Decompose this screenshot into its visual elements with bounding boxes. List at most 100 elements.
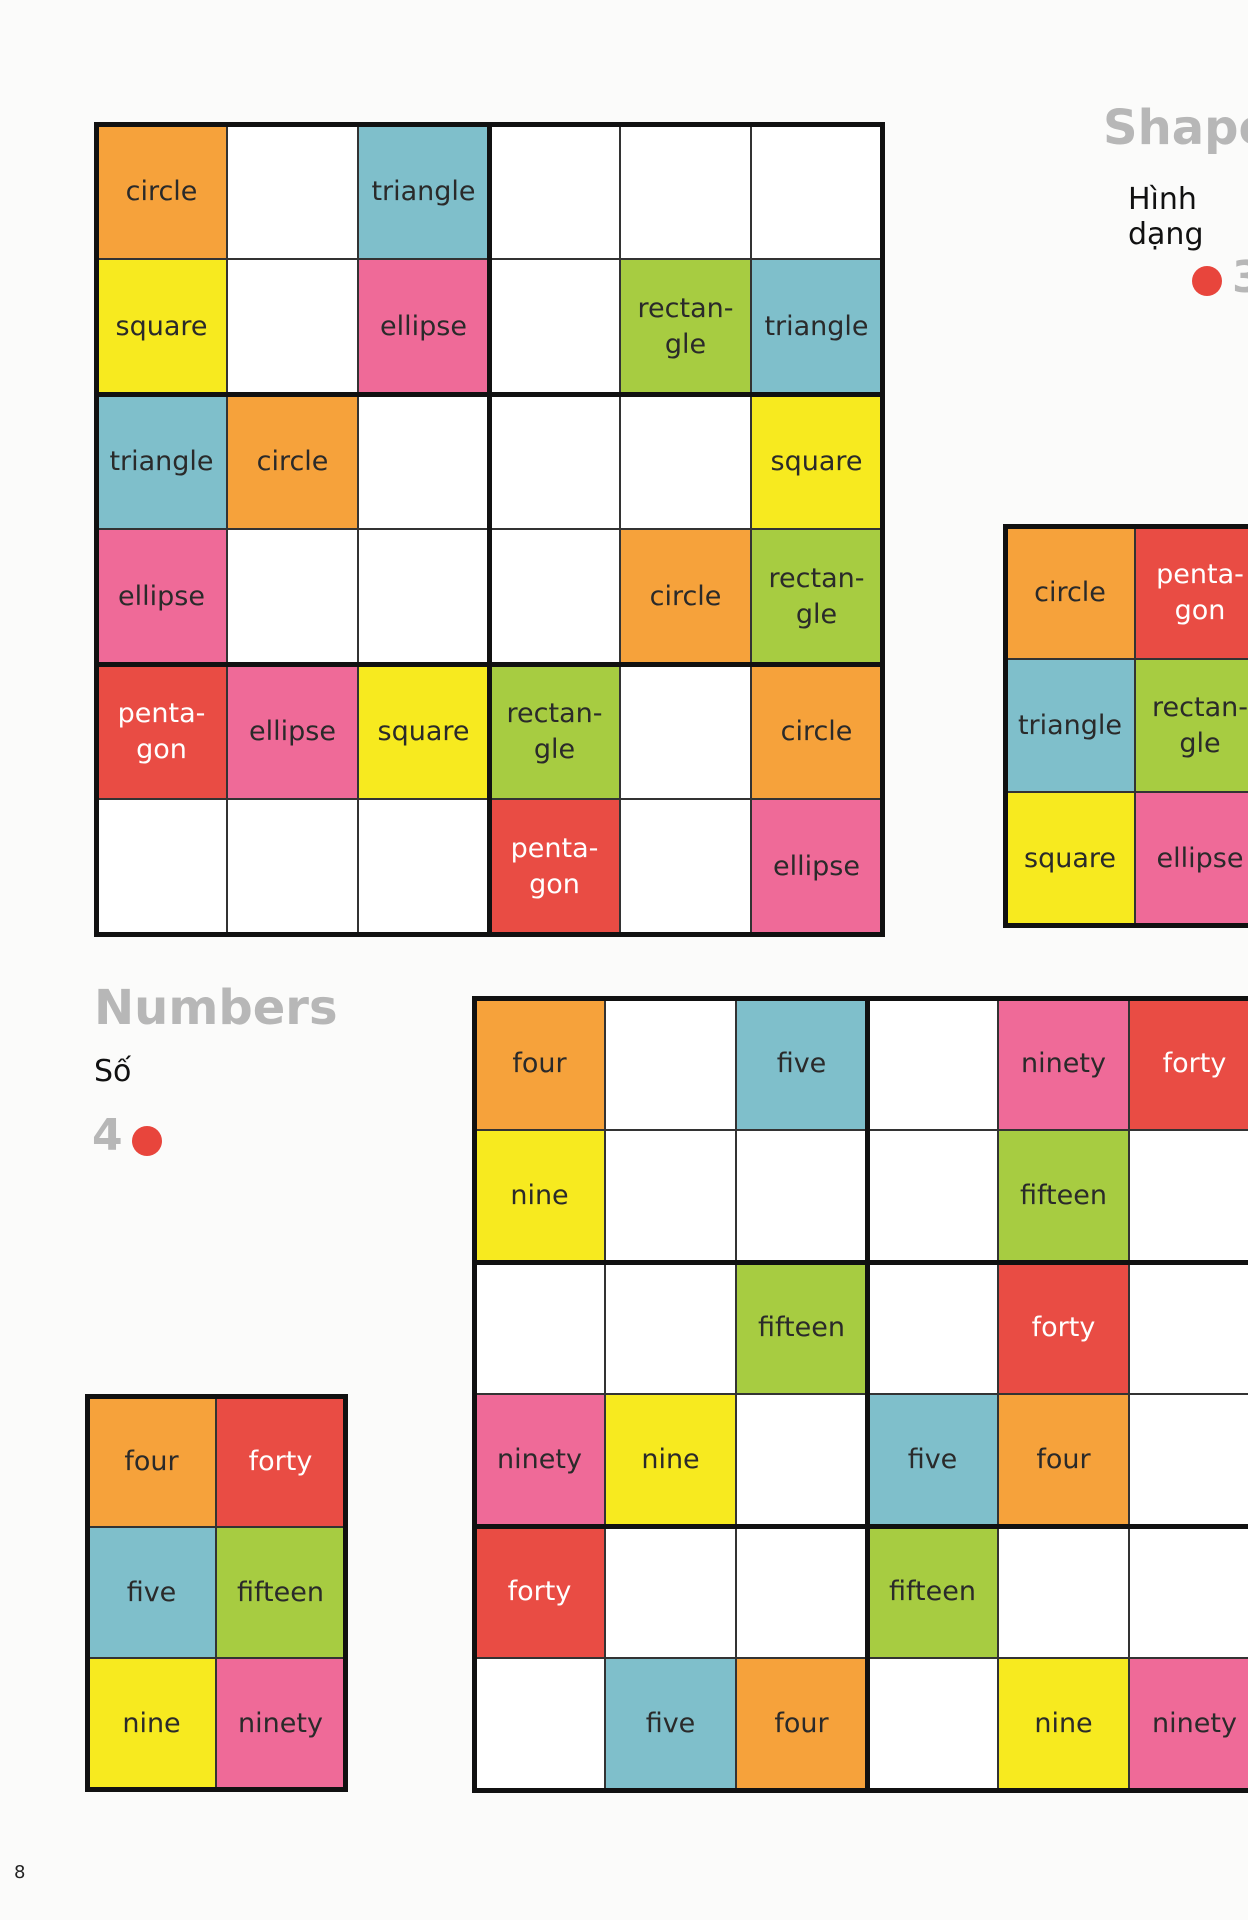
grid-cell: circle [96, 124, 227, 259]
grid-cell: rectan- gle [1135, 659, 1248, 792]
grid-cell: square [358, 664, 489, 799]
grid-cell: four [87, 1396, 216, 1527]
grid-cell: circle [620, 529, 751, 664]
grid-cell: circle [1005, 526, 1135, 659]
grid-cell [605, 1262, 736, 1394]
grid-cell: nine [474, 1130, 605, 1262]
grid-cell [1129, 1394, 1248, 1526]
grid-cell [96, 799, 227, 934]
grid-cell [474, 1658, 605, 1790]
level-dot [1192, 266, 1222, 296]
grid-cell: forty [216, 1396, 345, 1527]
grid-cell: five [736, 998, 867, 1130]
grid-cell [751, 124, 882, 259]
grid-cell: penta- gon [96, 664, 227, 799]
section-subtitle: Hình dạng [1128, 182, 1204, 252]
grid-cell [867, 1262, 998, 1394]
block-line [1002, 922, 1248, 928]
grid-cell: triangle [96, 394, 227, 529]
grid-cell [867, 998, 998, 1130]
block-line [84, 1786, 348, 1792]
block-line [471, 995, 477, 1793]
grid-cell [620, 664, 751, 799]
grid-cell [867, 1130, 998, 1262]
grid-cell [227, 799, 358, 934]
grid-cell [620, 124, 751, 259]
grid-cell [1129, 1262, 1248, 1394]
grid-cell [867, 1658, 998, 1790]
grid-cell [605, 1526, 736, 1658]
page-number: 8 [14, 1862, 26, 1883]
grid-cell: five [867, 1394, 998, 1526]
grid-cell: fifteen [216, 1527, 345, 1658]
grid-cell: forty [1129, 998, 1248, 1130]
block-line [93, 661, 885, 667]
grid-cell: four [474, 998, 605, 1130]
section-subtitle: Số [94, 1054, 132, 1089]
block-line [471, 1787, 1248, 1793]
grid-cell: fifteen [867, 1526, 998, 1658]
grid-cell [489, 124, 620, 259]
grid-cell: ninety [1129, 1658, 1248, 1790]
grid-cell [605, 998, 736, 1130]
block-line [93, 121, 99, 937]
grid-cell: four [736, 1658, 867, 1790]
grid-cell: rectan- gle [751, 529, 882, 664]
section-title: Shapes [1103, 100, 1248, 156]
grid-cell: five [605, 1658, 736, 1790]
grid-cell: triangle [751, 259, 882, 394]
grid-cell: ninety [474, 1394, 605, 1526]
grid-cell: ellipse [96, 529, 227, 664]
block-line [342, 1393, 348, 1792]
block-line [1002, 523, 1248, 529]
grid-cell: nine [998, 1658, 1129, 1790]
grid-cell: square [751, 394, 882, 529]
block-line [471, 995, 1248, 1001]
section-title: Numbers [94, 980, 338, 1036]
grid-cell: ellipse [751, 799, 882, 934]
block-line [84, 1393, 90, 1792]
grid-cell: circle [751, 664, 882, 799]
grid-cell [1129, 1130, 1248, 1262]
block-line [93, 391, 885, 397]
block-line [471, 1259, 1248, 1265]
grid-cell: ellipse [1135, 792, 1248, 925]
block-line [486, 121, 492, 937]
level: 4 [92, 1110, 123, 1161]
block-line [1002, 523, 1008, 928]
block-line [879, 121, 885, 937]
grid-cell [1129, 1526, 1248, 1658]
grid-cell [620, 394, 751, 529]
grid-cell: ellipse [227, 664, 358, 799]
block-line [864, 995, 870, 1793]
block-line [93, 121, 885, 127]
grid-cell [998, 1526, 1129, 1658]
grid-cell: rectan- gle [489, 664, 620, 799]
level: 3 [1232, 252, 1248, 303]
grid-cell: nine [87, 1658, 216, 1789]
grid-cell [736, 1394, 867, 1526]
grid-cell [736, 1130, 867, 1262]
grid-cell: circle [227, 394, 358, 529]
block-line [84, 1393, 348, 1399]
grid-cell: penta- gon [489, 799, 620, 934]
grid-cell: triangle [358, 124, 489, 259]
grid-cell [489, 394, 620, 529]
grid-cell: fifteen [736, 1262, 867, 1394]
grid-cell [474, 1262, 605, 1394]
grid-cell [358, 394, 489, 529]
grid-cell: triangle [1005, 659, 1135, 792]
grid-cell: four [998, 1394, 1129, 1526]
grid-cell [489, 259, 620, 394]
grid-cell [227, 124, 358, 259]
grid-cell: nine [605, 1394, 736, 1526]
block-line [93, 931, 885, 937]
grid-cell: rectan- gle [620, 259, 751, 394]
grid-cell: five [87, 1527, 216, 1658]
grid-cell: ellipse [358, 259, 489, 394]
grid-cell: square [1005, 792, 1135, 925]
grid-cell [736, 1526, 867, 1658]
grid-cell [358, 529, 489, 664]
block-line [471, 1523, 1248, 1529]
